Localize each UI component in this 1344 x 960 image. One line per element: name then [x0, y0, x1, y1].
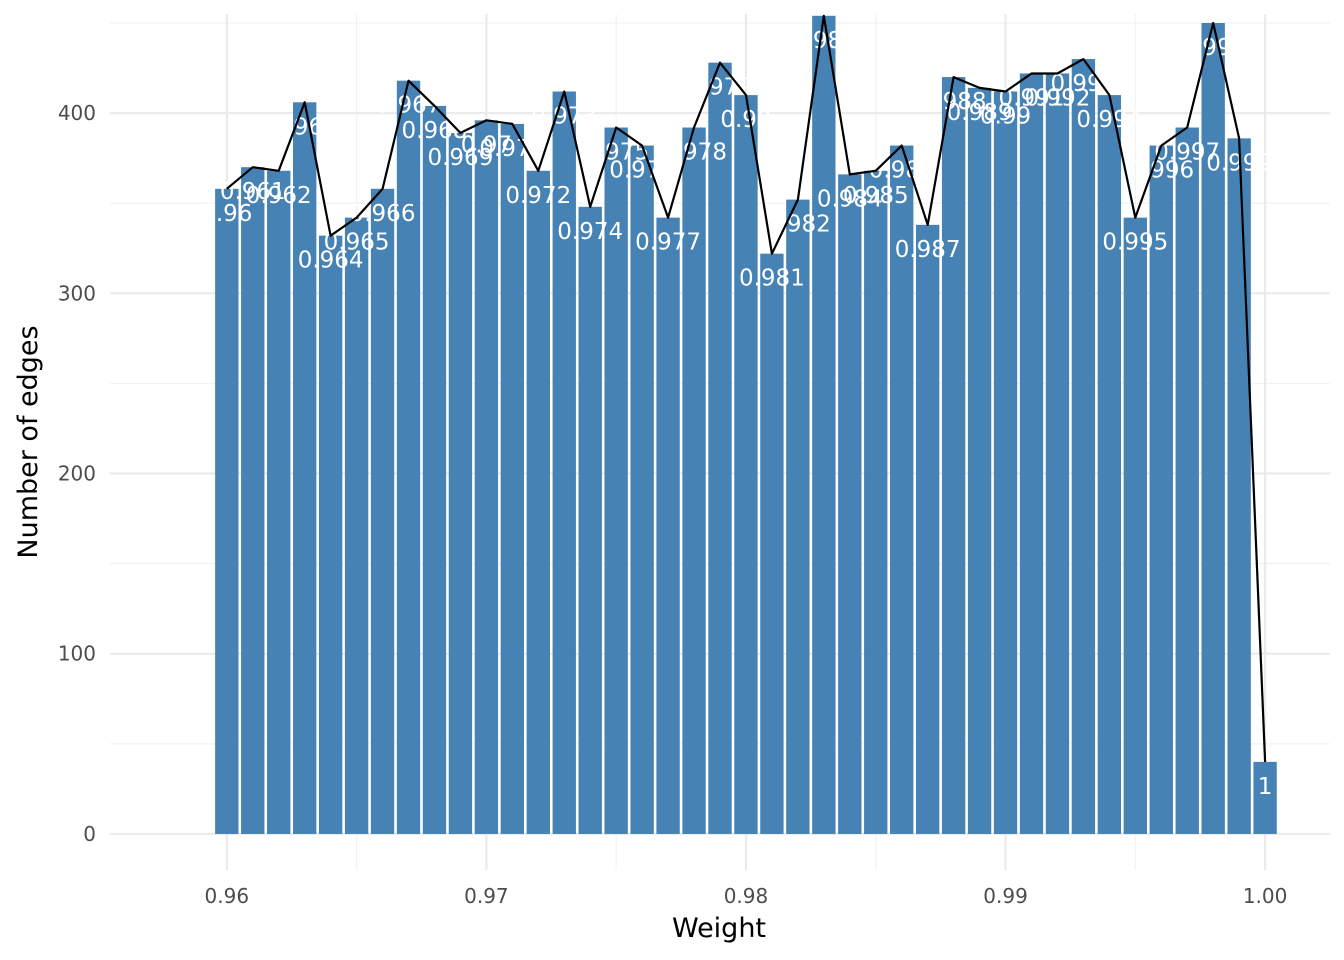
- histogram-bar: [734, 95, 758, 834]
- x-tick-label: 0.97: [464, 884, 509, 908]
- x-tick-label: 1.00: [1243, 884, 1288, 908]
- bar-value-label: 0.967: [376, 93, 442, 119]
- histogram-bar: [526, 170, 550, 834]
- bar-value-label: 0.977: [635, 230, 701, 256]
- histogram-bar: [838, 174, 862, 834]
- histogram-bar: [267, 170, 291, 834]
- bar-value-label: 0.974: [557, 219, 623, 245]
- histogram-bar: [215, 188, 239, 834]
- histogram-bar: [1071, 59, 1096, 834]
- histogram-bar: [1123, 217, 1147, 834]
- bar-value-label: 0.986: [869, 158, 935, 184]
- histogram-bar: [552, 91, 576, 834]
- bar-value-label: 0.983: [791, 28, 857, 54]
- histogram-bar: [318, 235, 343, 834]
- bar-value-label: 0.979: [687, 75, 753, 101]
- bar-value-label: 0.973: [531, 103, 597, 129]
- histogram-bar: [941, 77, 966, 834]
- bar-value-label: 0.962: [246, 183, 312, 209]
- bar-value-label: 0.981: [739, 266, 805, 292]
- bar-value-label: 0.998: [1180, 35, 1246, 61]
- bar-value-label: 0.961: [220, 179, 286, 205]
- bar-value-label: 0.97: [461, 132, 512, 158]
- bar-value-label: 0.964: [298, 248, 364, 274]
- histogram-bar: [656, 217, 680, 834]
- bar-labels-group: 0.960.9610.9620.9630.9640.9650.9660.9670…: [201, 28, 1272, 800]
- histogram-bar: [448, 132, 473, 834]
- histogram-bar: [1201, 23, 1225, 834]
- x-axis-title: Weight: [672, 913, 766, 944]
- x-tick-label: 0.99: [983, 884, 1028, 908]
- histogram-bar: [578, 206, 602, 834]
- histogram-bar: [1175, 127, 1199, 834]
- histogram-bar: [812, 15, 836, 834]
- y-axis-ticks: 0 100 200 300 400: [58, 101, 96, 846]
- bar-value-label: 0.993: [1050, 71, 1116, 97]
- bar-value-label: 0.968: [402, 118, 468, 144]
- histogram-bar: [474, 120, 499, 834]
- y-axis-title: Number of edges: [13, 325, 44, 558]
- histogram-bar: [370, 188, 395, 834]
- bar-value-label: 0.971: [479, 136, 545, 162]
- histogram-bar: [422, 105, 447, 834]
- x-tick-label: 0.98: [724, 884, 769, 908]
- bar-value-label: 0.972: [505, 183, 571, 209]
- histogram-bar: [915, 224, 940, 834]
- histogram-bar: [1019, 73, 1044, 834]
- bar-value-label: 0.989: [947, 100, 1013, 126]
- bar-value-label: 1: [1258, 774, 1273, 800]
- y-tick-label: 200: [58, 462, 96, 486]
- x-tick-label: 0.96: [205, 884, 250, 908]
- histogram-bar: [1045, 73, 1070, 834]
- bar-value-label: 0.969: [427, 145, 493, 171]
- y-tick-label: 400: [58, 101, 96, 125]
- histogram-bar: [760, 253, 784, 834]
- histogram-bar: [967, 87, 992, 834]
- bar-value-label: 0.976: [609, 158, 675, 184]
- bar-value-label: 0.982: [765, 212, 831, 238]
- histogram-bar: [993, 91, 1018, 834]
- frequency-line: [226, 14, 1267, 762]
- y-tick-label: 300: [58, 281, 96, 305]
- bar-value-label: 0.987: [895, 237, 961, 263]
- histogram-bar: [864, 170, 888, 834]
- histogram-bar: [344, 217, 369, 834]
- bar-value-label: 0.985: [843, 183, 909, 209]
- bar-value-label: 0.96: [201, 201, 252, 227]
- histogram-bar: [293, 102, 317, 834]
- bar-value-label: 0.978: [661, 140, 727, 166]
- bar-value-label: 0.98: [720, 107, 771, 133]
- histogram-bar: [890, 145, 914, 834]
- y-tick-label: 0: [83, 822, 96, 846]
- bar-value-label: 0.992: [1025, 85, 1091, 111]
- histogram-bar: [241, 167, 265, 834]
- bars-group: [215, 15, 1277, 834]
- x-axis-ticks: 0.96 0.97 0.98 0.99 1.00: [205, 884, 1288, 908]
- histogram-bar: [396, 80, 421, 834]
- histogram-bar: [1253, 761, 1277, 834]
- bar-value-label: 0.984: [817, 186, 883, 212]
- bar-value-label: 0.996: [1128, 158, 1194, 184]
- histogram-bar: [1227, 138, 1251, 834]
- histogram-bar: [1149, 145, 1173, 834]
- bar-value-label: 0.995: [1102, 230, 1168, 256]
- bar-value-label: 0.994: [1076, 107, 1142, 133]
- histogram-bar: [708, 62, 732, 834]
- histogram-bar: [682, 127, 706, 834]
- histogram-bar: [1097, 95, 1122, 834]
- bar-value-label: 0.99: [980, 103, 1031, 129]
- y-tick-label: 100: [58, 642, 96, 666]
- bar-value-label: 0.963: [272, 114, 338, 140]
- histogram-bar: [500, 123, 525, 834]
- histogram-bar: [630, 145, 654, 834]
- histogram-bar: [786, 199, 810, 834]
- histogram-bar: [604, 127, 628, 834]
- bar-value-label: 0.988: [921, 89, 987, 115]
